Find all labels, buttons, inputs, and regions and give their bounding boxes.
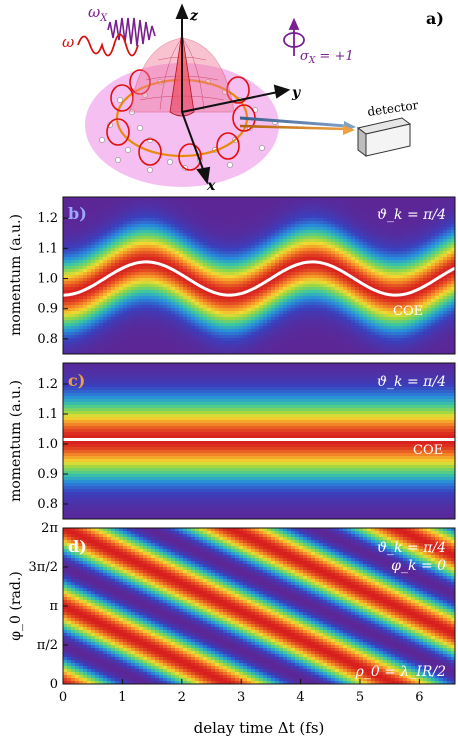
panel-d-xlabel: delay time Δt (fs) [194,719,325,737]
ir-wave [77,33,139,57]
panel-b-coe-label: COE [393,304,423,319]
panel-c-annotation: ϑ_k = π/4 [377,374,446,390]
panel-b-ylabel: momentum (a.u.) [8,214,24,336]
panel-d: 0 π/2 π 3π/2 2π 0 1 2 3 4 5 6 d) ϑ_k = π/4 φ_k = 0… [8,521,456,737]
axis-z-label: z [189,8,199,24]
detector-icon [356,117,412,157]
xtick-label: 6 [415,690,423,705]
ytick-label: 0.8 [37,497,58,512]
ytick-label: 1.1 [37,241,58,256]
panel-c-frame [62,362,456,520]
coordinate-axes [175,3,291,185]
detector-label: detector [366,98,419,119]
panel-b: 0.8 0.9 1.0 1.1 1.2 b) ϑ_k = π/4 COE momentu… [8,196,456,355]
ytick-label: 0 [50,677,58,692]
polarization-arrow-icon [283,17,305,56]
xray-wave [107,17,156,47]
panel-c-label: c) [68,371,85,390]
ytick-label: 0.9 [37,467,58,482]
panel-d-label: d) [68,537,87,556]
xtick-label: 0 [59,690,67,705]
polarization-loops [106,69,256,171]
panel-d-xticks: 0 1 2 3 4 5 6 [59,679,424,705]
panel-d-annotation-2: φ_k = 0 [391,558,446,574]
panel-d-heatmap [63,528,455,684]
ytick-label: 0.8 [37,332,58,347]
panel-a-schematic: a) [62,3,444,194]
panel-b-frame [62,196,456,355]
panel-c: 0.8 0.9 1.0 1.1 1.2 c) ϑ_k = π/4 COE momentu… [8,362,456,520]
ytick-label: 0.9 [37,302,58,317]
panel-d-corner-note: ρ_0 = λ_IR/2 [355,664,446,680]
panel-a-label: a) [426,9,444,28]
omega-label: ω [62,33,74,51]
ytick-label: 1.0 [37,437,58,452]
xtick-label: 2 [178,690,186,705]
panel-b-label: b) [68,204,87,223]
xtick-label: 4 [296,690,304,705]
sigma-label: σX = +1 [300,49,354,66]
panel-d-ylabel: φ_0 (rad.) [8,571,24,641]
panel-b-coe-curve [63,260,455,297]
panel-c-yticks: 0.8 0.9 1.0 1.1 1.2 [37,377,68,512]
panel-b-annotation: ϑ_k = π/4 [377,207,446,223]
xtick-label: 1 [118,690,126,705]
panel-b-yticks: 0.8 0.9 1.0 1.1 1.2 [37,211,68,347]
panel-d-yticks: 0 π/2 π 3π/2 2π [29,521,68,692]
xtick-label: 5 [356,690,364,705]
ytick-label: π/2 [37,638,58,653]
axis-y-label: y [291,85,301,101]
ytick-label: 1.2 [37,211,58,226]
panel-c-coe-label: COE [413,443,443,458]
xtick-label: 3 [237,690,245,705]
ytick-label: 1.0 [37,272,58,287]
panel-d-annotation-1: ϑ_k = π/4 [377,540,446,556]
axis-x-label: x [206,178,216,194]
ytick-label: 1.2 [37,377,58,392]
ytick-label: 2π [41,521,58,536]
panel-c-heatmap [63,363,455,519]
omega-x-label: ωX [88,3,108,24]
ytick-label: π [49,599,58,614]
panel-c-ylabel: momentum (a.u.) [8,380,24,502]
detector-beams [239,116,356,135]
ytick-label: 1.1 [37,407,58,422]
ytick-label: 3π/2 [29,560,58,575]
panel-b-heatmap [63,197,455,354]
